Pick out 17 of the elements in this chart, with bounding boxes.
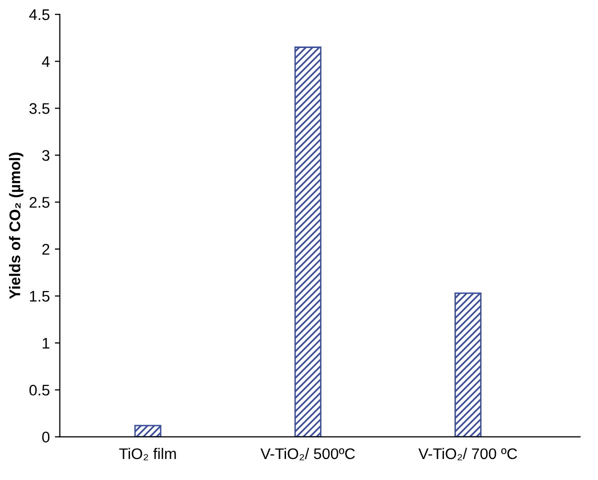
y-axis-title: Yields of CO₂ (µmol) [9,152,24,300]
y-tick-label: 4 [42,56,50,67]
y-tick-label: 1 [42,338,50,348]
y-tick-label: 2 [42,244,50,255]
y-tick-label: 0.5 [29,384,50,396]
y-tick-label: 2.5 [30,197,50,208]
x-tick-label: V-TiO₂/ 500ºC [260,448,355,460]
bar [454,292,482,437]
y-tick-label: 4.5 [29,9,50,20]
bar [294,46,322,437]
y-tick-label: 0 [42,432,50,442]
y-tick-label: 3 [42,150,50,161]
x-tick-label: V-TiO₂/ 700 ºC [418,448,518,460]
y-tick-label: 1.5 [30,291,50,302]
bar [134,424,162,437]
x-tick-label: TiO₂ film [119,448,176,460]
y-tick-label: 3.5 [29,103,50,114]
